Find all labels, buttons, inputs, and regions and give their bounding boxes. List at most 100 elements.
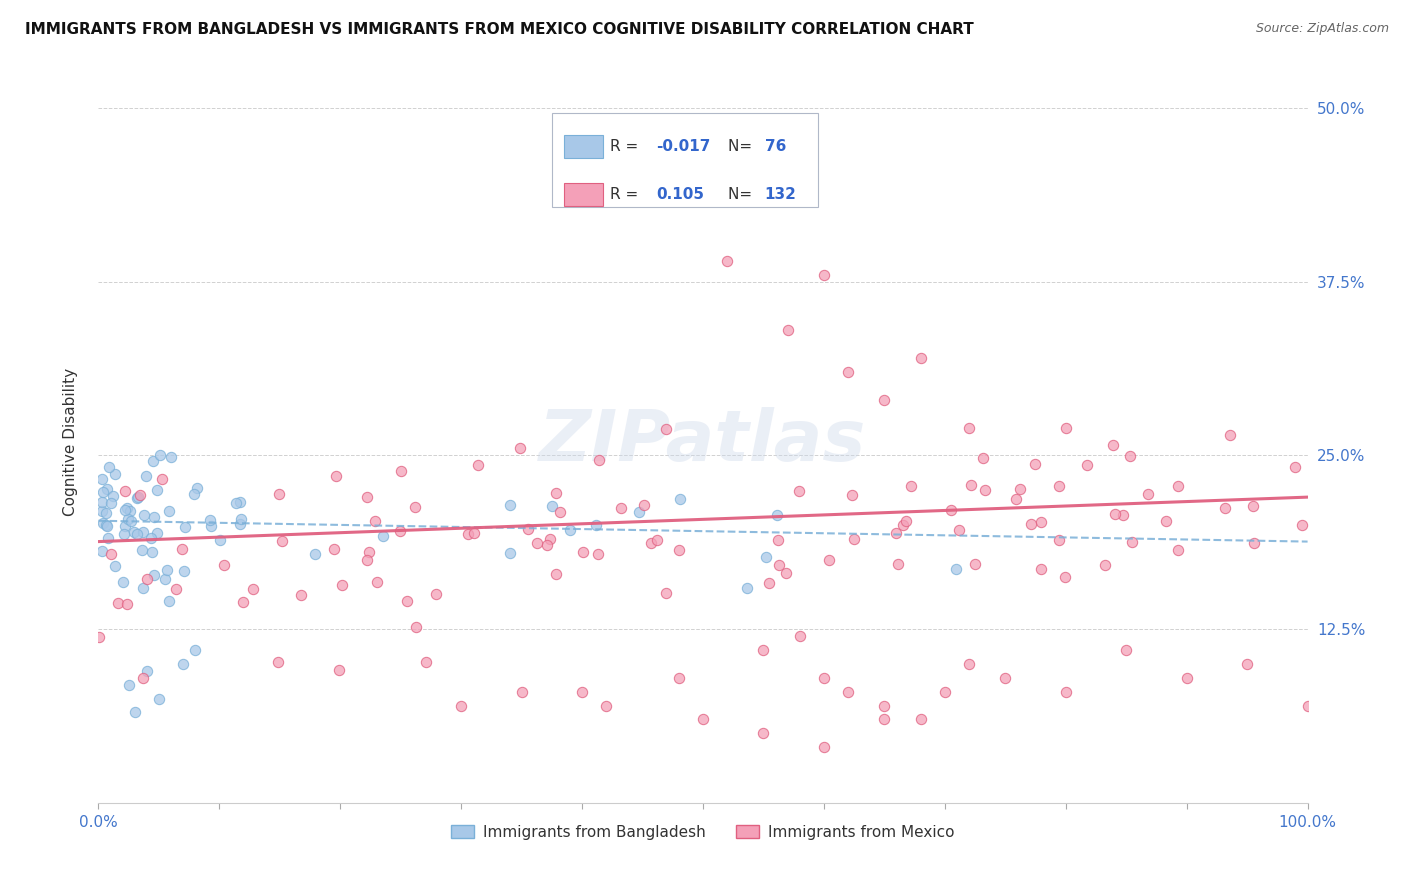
Point [125,527,148,541]
Point [114,527,136,541]
Point [957,657,980,671]
Point [972,451,994,466]
Point [586,547,609,561]
Point [115,500,138,515]
Point [1004,491,1026,506]
Point [228,494,250,508]
Point [91,503,114,517]
Point [787,483,810,498]
Point [1115,643,1137,657]
Point [789,629,811,643]
Point [588,453,610,467]
Point [325,469,347,483]
Point [304,547,326,561]
Point [159,450,181,464]
Point [115,597,138,611]
Point [91,543,114,558]
Point [198,513,221,527]
Point [668,491,690,506]
Point [269,487,291,501]
Point [526,536,548,550]
Point [142,568,165,582]
FancyBboxPatch shape [551,112,818,207]
Point [837,365,859,379]
Point [124,706,146,720]
Point [654,586,676,600]
Point [873,713,896,727]
Point [425,587,447,601]
Point [1047,533,1070,547]
Point [775,566,797,581]
Point [571,684,593,698]
Point [404,500,426,514]
Text: IMMIGRANTS FROM BANGLADESH VS IMMIGRANTS FROM MEXICO COGNITIVE DISABILITY CORREL: IMMIGRANTS FROM BANGLADESH VS IMMIGRANTS… [25,22,974,37]
Text: -0.017: -0.017 [655,139,710,154]
Text: ZIPatlas: ZIPatlas [540,407,866,476]
Point [122,525,145,540]
Point [114,518,136,533]
Point [1076,458,1098,472]
Point [91,485,114,500]
Point [356,553,378,567]
Point [172,541,194,556]
Point [157,594,180,608]
Point [1024,457,1046,471]
Point [214,558,236,573]
Point [755,550,778,565]
Point [813,740,835,755]
Point [941,503,963,517]
Y-axis label: Cognitive Disability: Cognitive Disability [63,368,77,516]
Point [173,564,195,578]
Point [817,553,839,567]
Point [841,487,863,501]
Point [1094,558,1116,573]
Point [132,581,155,595]
Point [1136,487,1159,501]
Point [1219,428,1241,442]
Point [186,481,208,495]
Point [655,422,678,436]
Point [96,518,118,533]
Point [100,495,122,509]
Point [498,499,520,513]
Point [357,545,380,559]
Point [363,514,385,528]
Point [366,575,388,590]
Point [541,500,564,514]
Point [149,449,172,463]
Point [813,268,835,282]
Point [1241,499,1264,513]
Point [765,508,787,522]
Point [184,643,207,657]
Point [894,514,917,528]
Point [183,487,205,501]
Point [150,472,173,486]
Point [536,538,558,552]
Point [132,508,155,522]
Point [132,524,155,539]
Point [208,533,231,547]
Point [959,478,981,492]
Point [1175,671,1198,685]
Point [768,558,790,572]
Point [934,684,956,698]
Point [891,517,914,532]
Point [716,253,738,268]
Point [330,578,353,592]
Point [776,323,799,337]
Point [200,519,222,533]
Point [231,512,253,526]
Point [415,655,437,669]
Point [232,595,254,609]
Point [640,536,662,550]
Point [97,531,120,545]
Point [125,491,148,506]
Point [91,495,114,509]
Point [242,582,264,596]
Point [595,698,617,713]
Point [96,506,118,520]
Point [450,698,472,713]
Text: 0.105: 0.105 [655,187,704,202]
Point [957,420,980,434]
Point [96,482,118,496]
